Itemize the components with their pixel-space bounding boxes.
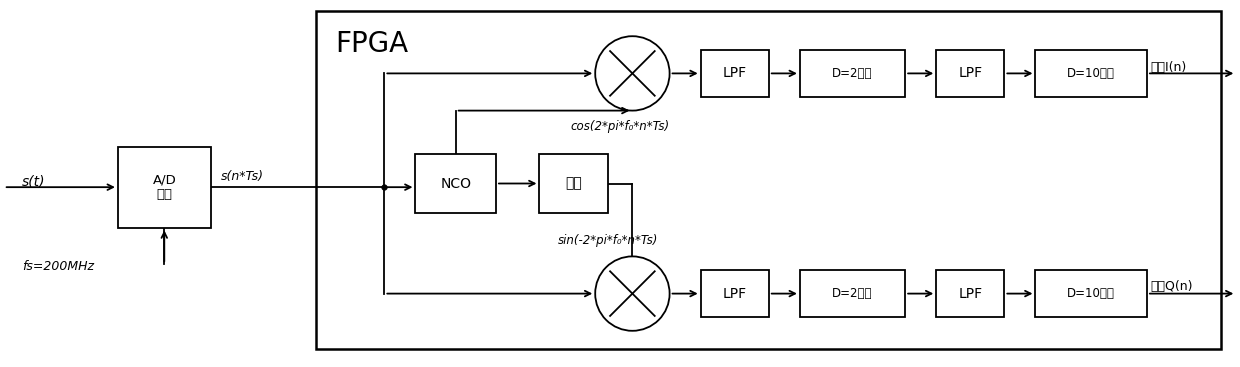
Bar [701, 270, 769, 317]
Bar [936, 270, 1004, 317]
Text: 窄带I(n): 窄带I(n) [1151, 61, 1187, 75]
Bar [539, 154, 608, 213]
Bar [1035, 50, 1147, 97]
Bar [800, 270, 905, 317]
Text: A/D
变换: A/D 变换 [153, 173, 176, 201]
Text: D=10抽取: D=10抽取 [1068, 287, 1115, 300]
Text: s(t): s(t) [22, 175, 46, 189]
Text: cos(2*pi*f₀*n*Ts): cos(2*pi*f₀*n*Ts) [570, 120, 670, 133]
Ellipse shape [595, 257, 670, 331]
Ellipse shape [595, 36, 670, 110]
Text: 窄带Q(n): 窄带Q(n) [1151, 280, 1193, 293]
Text: D=2抽取: D=2抽取 [832, 287, 873, 300]
Text: LPF: LPF [959, 66, 982, 80]
Text: FPGA: FPGA [335, 30, 408, 58]
Text: sin(-2*pi*f₀*n*Ts): sin(-2*pi*f₀*n*Ts) [558, 234, 658, 247]
Text: fs=200MHz: fs=200MHz [22, 259, 94, 273]
Text: LPF: LPF [723, 287, 746, 301]
Text: s(n*Ts): s(n*Ts) [221, 170, 264, 183]
Text: LPF: LPF [959, 287, 982, 301]
Text: 取反: 取反 [565, 177, 582, 190]
Bar [800, 50, 905, 97]
Text: D=2抽取: D=2抽取 [832, 67, 873, 80]
Text: NCO: NCO [440, 177, 471, 190]
Bar [415, 154, 496, 213]
Bar [936, 50, 1004, 97]
Bar [1035, 270, 1147, 317]
Bar [118, 147, 211, 228]
Bar [701, 50, 769, 97]
Text: D=10抽取: D=10抽取 [1068, 67, 1115, 80]
Bar [316, 11, 1221, 349]
Text: LPF: LPF [723, 66, 746, 80]
